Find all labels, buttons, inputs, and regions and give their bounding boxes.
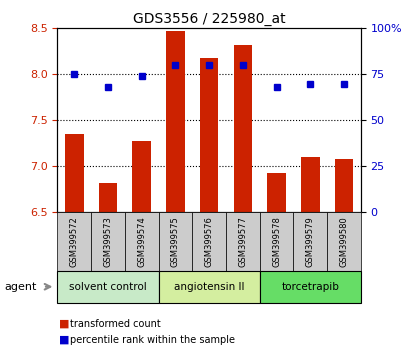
Bar bbox=[199, 58, 218, 212]
Text: GSM399573: GSM399573 bbox=[103, 216, 112, 267]
Bar bbox=[293, 212, 326, 271]
Bar bbox=[99, 183, 117, 212]
Bar bbox=[233, 45, 252, 212]
Text: ■: ■ bbox=[59, 335, 70, 345]
Title: GDS3556 / 225980_at: GDS3556 / 225980_at bbox=[133, 12, 285, 26]
Text: torcetrapib: torcetrapib bbox=[281, 282, 338, 292]
Bar bbox=[192, 212, 225, 271]
Text: agent: agent bbox=[4, 282, 36, 292]
Text: GSM399575: GSM399575 bbox=[171, 216, 180, 267]
Text: ■: ■ bbox=[59, 319, 70, 329]
Bar bbox=[57, 212, 91, 271]
Text: GSM399576: GSM399576 bbox=[204, 216, 213, 267]
Bar bbox=[124, 212, 158, 271]
Bar bbox=[326, 212, 360, 271]
Bar bbox=[158, 212, 192, 271]
Bar bbox=[300, 157, 319, 212]
Text: GSM399578: GSM399578 bbox=[271, 216, 280, 267]
Bar bbox=[158, 271, 259, 303]
Bar bbox=[91, 212, 124, 271]
Text: solvent control: solvent control bbox=[69, 282, 146, 292]
Bar bbox=[132, 141, 151, 212]
Text: transformed count: transformed count bbox=[70, 319, 160, 329]
Bar bbox=[334, 159, 353, 212]
Bar bbox=[259, 271, 360, 303]
Bar bbox=[267, 173, 285, 212]
Text: GSM399574: GSM399574 bbox=[137, 216, 146, 267]
Text: angiotensin II: angiotensin II bbox=[173, 282, 244, 292]
Bar bbox=[166, 31, 184, 212]
Text: GSM399580: GSM399580 bbox=[339, 216, 348, 267]
Text: GSM399572: GSM399572 bbox=[70, 216, 79, 267]
Text: percentile rank within the sample: percentile rank within the sample bbox=[70, 335, 234, 345]
Bar bbox=[225, 212, 259, 271]
Bar bbox=[259, 212, 293, 271]
Text: GSM399579: GSM399579 bbox=[305, 216, 314, 267]
Text: GSM399577: GSM399577 bbox=[238, 216, 247, 267]
Bar bbox=[65, 134, 83, 212]
Bar bbox=[57, 271, 158, 303]
